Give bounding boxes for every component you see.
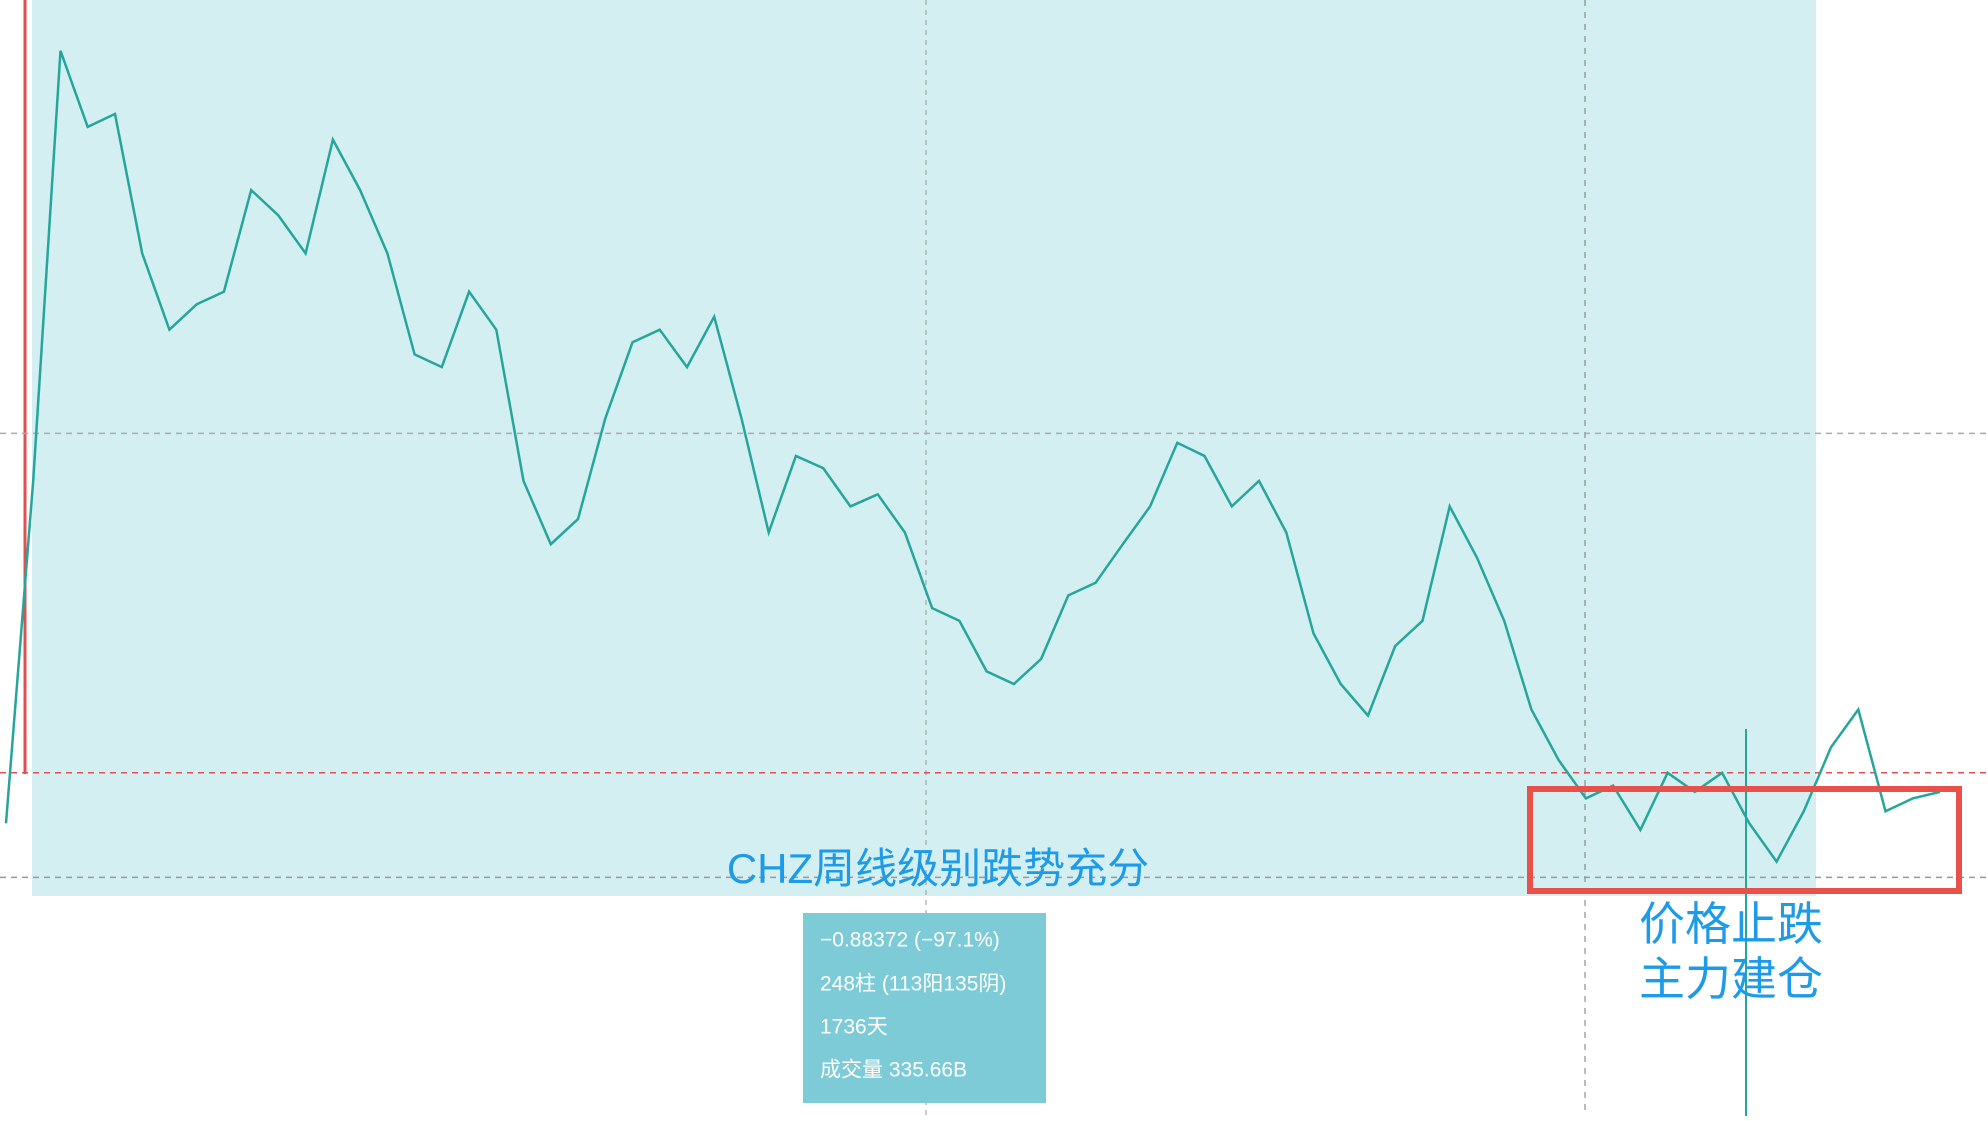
plot	[0, 50, 1988, 879]
measure-text: 248柱 (113阳135阴)	[820, 973, 1006, 996]
measure-box	[803, 913, 1046, 1103]
measure-area	[32, 0, 1816, 896]
highlight-box	[1527, 786, 1962, 894]
chart-title: CHZ周线级别跌势充分	[727, 845, 1149, 892]
measure-text: −0.88372 (−97.1%)	[820, 929, 1000, 952]
measure-text: 1736天	[820, 1016, 888, 1039]
price-line-series	[4, 50, 1941, 864]
measure-text: 成交量 335.66B	[820, 1059, 967, 1082]
annotation: 主力建仓	[1639, 953, 1823, 1005]
annotation: 价格止跌	[1639, 898, 1823, 950]
